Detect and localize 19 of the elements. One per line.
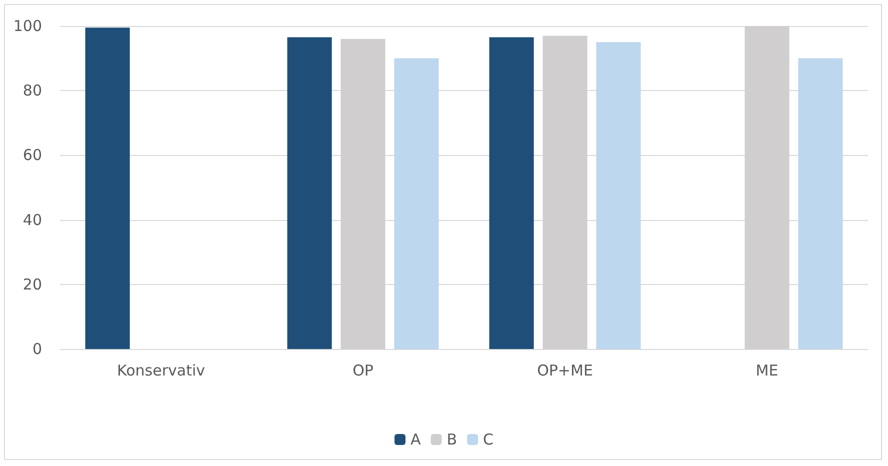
bar (596, 42, 641, 349)
y-tick-label: 0 (32, 340, 42, 358)
x-tick-label: OP (352, 362, 374, 380)
bar (287, 37, 332, 349)
x-tick-label: Konservativ (117, 362, 206, 380)
y-tick-label: 60 (22, 146, 42, 164)
x-tick-label: ME (756, 362, 778, 380)
y-tick-label: 100 (13, 17, 42, 35)
legend-label: A (410, 430, 422, 448)
bar (394, 58, 439, 349)
x-tick-label: OP+ME (537, 362, 593, 380)
bar (798, 58, 843, 349)
legend-label: C (483, 430, 494, 448)
bar (85, 28, 130, 349)
y-tick-label: 20 (22, 275, 42, 294)
y-tick-label: 80 (22, 82, 42, 100)
legend-label: B (446, 430, 458, 448)
y-tick-label: 40 (22, 210, 42, 229)
bar (489, 37, 534, 349)
